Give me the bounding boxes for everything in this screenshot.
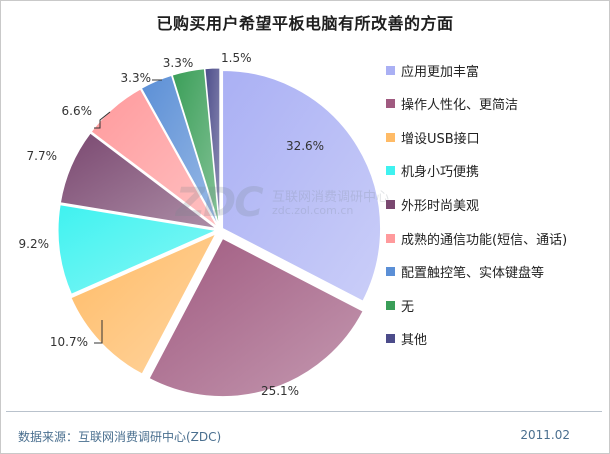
- legend-label: 操作人性化、更简洁: [401, 98, 519, 114]
- legend-swatch: [386, 267, 395, 277]
- legend-item: 应用更加丰富: [386, 62, 480, 80]
- pie-slice-1: [222, 69, 382, 302]
- legend-label: 增设USB接口: [401, 131, 480, 147]
- slice-value-label: 3.3%: [163, 56, 194, 70]
- legend-item: 成熟的通信功能(短信、通话): [386, 230, 568, 248]
- legend-swatch: [386, 166, 395, 176]
- legend-item: 操作人性化、更简洁: [386, 96, 519, 114]
- legend-label: 配置触控笔、实体键盘等: [401, 266, 545, 282]
- legend-swatch: [386, 300, 395, 310]
- legend-swatch: [386, 199, 395, 209]
- slice-value-label: 3.3%: [121, 71, 152, 85]
- legend-label: 外形时尚美观: [401, 198, 480, 214]
- legend-label: 成熟的通信功能(短信、通话): [401, 232, 568, 248]
- legend-item: 配置触控笔、实体键盘等: [386, 264, 545, 282]
- pie-slice-5: [59, 132, 217, 229]
- leader-line-3: [94, 320, 103, 344]
- legend-swatch: [386, 99, 395, 109]
- legend-swatch: [386, 65, 395, 75]
- slice-value-label: 6.6%: [62, 104, 93, 118]
- pie-slice-2: [148, 237, 364, 398]
- source-note: 数据来源：互联网消费调研中心(ZDC): [18, 430, 222, 444]
- legend-label: 其他: [401, 333, 428, 349]
- legend-item: 无: [386, 297, 415, 315]
- legend-item: 其他: [386, 331, 428, 349]
- legend-item: 增设USB接口: [386, 129, 480, 147]
- legend-item: 机身小巧便携: [386, 163, 480, 181]
- legend-swatch: [386, 334, 395, 344]
- pie-slice-9: [204, 67, 221, 227]
- legend-label: 机身小巧便携: [401, 165, 480, 181]
- pie-slice-7: [140, 74, 219, 227]
- footer-divider: [6, 411, 602, 412]
- leader-line-6: [94, 111, 111, 129]
- legend-label: 应用更加丰富: [401, 64, 480, 80]
- legend-item: 外形时尚美观: [386, 196, 480, 214]
- legend-label: 无: [401, 299, 415, 315]
- slice-value-label: 10.7%: [50, 335, 88, 349]
- slice-value-label: 7.7%: [27, 149, 58, 163]
- pie-slice-6: [90, 88, 218, 228]
- slice-value-label: 25.1%: [261, 384, 299, 398]
- pie-slice-4: [57, 204, 218, 295]
- legend-swatch: [386, 132, 395, 142]
- legend-swatch: [386, 233, 395, 243]
- slice-value-label: 32.6%: [286, 139, 324, 153]
- chart-title: 已购买用户希望平板电脑有所改善的方面: [156, 14, 454, 33]
- slice-value-label: 1.5%: [221, 51, 252, 65]
- pie-slice-3: [70, 233, 217, 375]
- pie-slice-8: [171, 68, 220, 227]
- slice-value-label: 9.2%: [19, 237, 50, 251]
- date-label: 2011.02: [520, 428, 570, 442]
